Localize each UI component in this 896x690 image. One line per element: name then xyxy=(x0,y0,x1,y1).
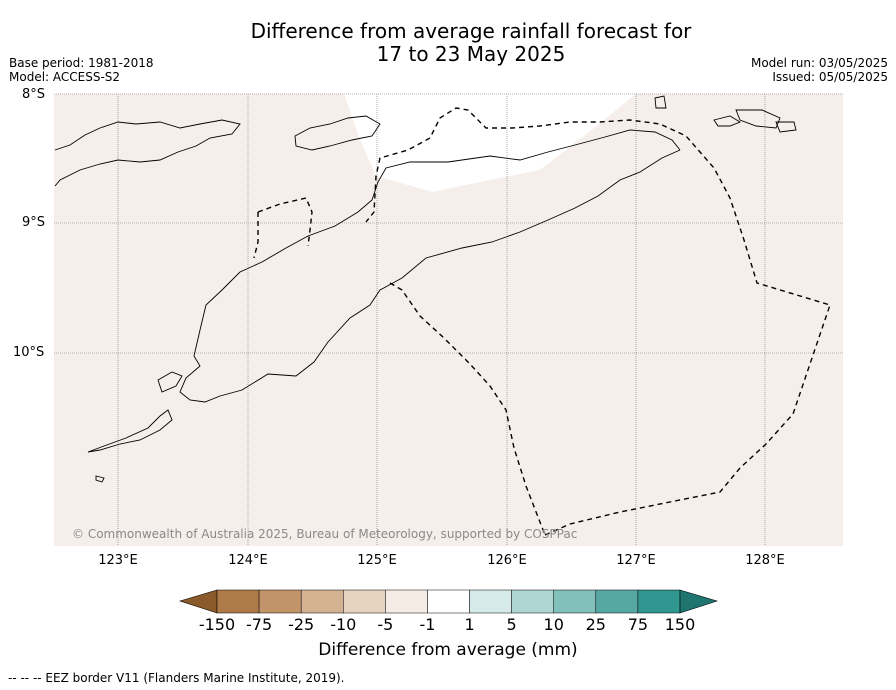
eez-border xyxy=(253,107,831,536)
colorbar-tick: -150 xyxy=(198,615,236,634)
colorbar-tick: 5 xyxy=(506,615,517,634)
colorbar-cell xyxy=(258,589,302,614)
timor-south-coast xyxy=(179,149,681,403)
model-name: Model: ACCESS-S2 xyxy=(9,70,121,84)
colorbar-cell xyxy=(216,589,260,614)
colorbar-cell xyxy=(595,589,639,614)
title-line-1: Difference from average rainfall forecas… xyxy=(250,19,692,43)
colorbar-extend-high xyxy=(679,589,719,614)
eez-line-main xyxy=(365,107,831,536)
colorbar-tick: -1 xyxy=(419,615,436,634)
issued-date: Issued: 05/05/2025 xyxy=(772,70,888,84)
meta-left: Base period: 1981-2018 Model: ACCESS-S2 xyxy=(9,56,154,84)
lat-label-10s: 10°S xyxy=(13,345,45,360)
colorbar-tick: -10 xyxy=(330,615,357,634)
colorbar-tick: -25 xyxy=(288,615,315,634)
colorbar-tick: 150 xyxy=(664,615,696,634)
eez-line-west xyxy=(253,197,313,259)
colorbar-extend-low xyxy=(178,589,218,614)
chart-title: Difference from average rainfall forecas… xyxy=(0,20,896,66)
colorbar-tick: 25 xyxy=(585,615,606,634)
colorbar-cell xyxy=(385,589,428,614)
coastlines xyxy=(54,95,797,483)
colorbar-label: Difference from average (mm) xyxy=(318,640,578,660)
colorbar-cells xyxy=(216,589,681,614)
lon-label-123: 123°E xyxy=(98,553,138,568)
eastern-islands xyxy=(654,95,797,133)
timor-north-coast xyxy=(193,129,681,357)
lat-label-9s: 9°S xyxy=(22,215,46,230)
wet-anomaly-patch xyxy=(344,94,636,192)
flores-islands xyxy=(54,119,241,187)
colorbar-tick: -75 xyxy=(246,615,273,634)
lon-label-124: 124°E xyxy=(228,553,268,568)
footnote: -- -- -- EEZ border V11 (Flanders Marine… xyxy=(8,671,345,685)
colorbar-cell xyxy=(553,589,597,614)
colorbar-cell xyxy=(511,589,554,614)
wetar-island xyxy=(294,115,381,151)
colorbar-cell xyxy=(469,589,512,614)
graticule xyxy=(54,93,843,546)
savu-island xyxy=(157,371,183,393)
lon-label-125: 125°E xyxy=(357,553,397,568)
colorbar-cell xyxy=(300,589,344,614)
model-run: Model run: 03/05/2025 xyxy=(750,56,888,70)
colorbar-tick: 1 xyxy=(464,615,475,634)
colorbar-cell xyxy=(427,589,470,614)
colorbar-tick: -5 xyxy=(377,615,394,634)
lat-label-8s: 8°S xyxy=(22,87,46,102)
copyright-notice: © Commonwealth of Australia 2025, Bureau… xyxy=(72,527,578,541)
base-period: Base period: 1981-2018 xyxy=(9,56,154,70)
lon-label-128: 128°E xyxy=(745,553,785,568)
colorbar-tick: 10 xyxy=(543,615,564,634)
eez-line-south xyxy=(389,282,546,536)
lon-label-127: 127°E xyxy=(616,553,656,568)
colorbar-tick: 75 xyxy=(627,615,649,634)
title-line-2: 17 to 23 May 2025 xyxy=(376,42,566,66)
colorbar-cell xyxy=(343,589,386,614)
lon-label-126: 126°E xyxy=(487,553,527,568)
meta-right: Model run: 03/05/2025 Issued: 05/05/2025 xyxy=(751,56,888,84)
colorbar-cell xyxy=(637,589,681,614)
sumba-island xyxy=(87,409,173,483)
